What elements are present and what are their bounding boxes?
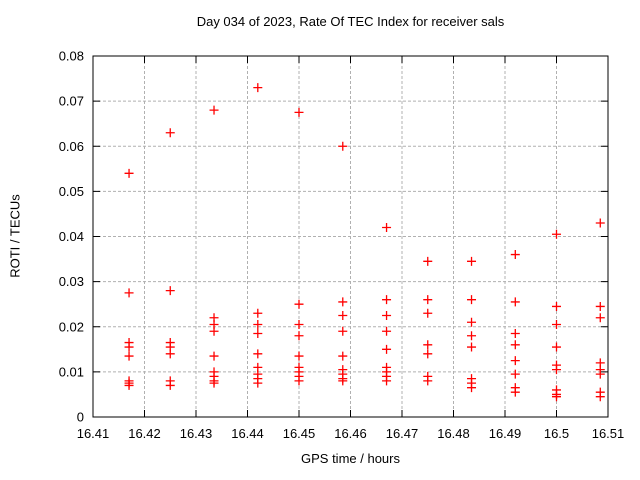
data-point (552, 301, 561, 311)
data-point (595, 301, 605, 311)
data-point (124, 168, 134, 178)
data-point (253, 308, 263, 318)
data-point (253, 349, 263, 359)
x-tick-label: 16.43 (180, 426, 213, 441)
data-point (294, 107, 304, 117)
data-point (552, 365, 561, 375)
x-axis-label: GPS time / hours (301, 451, 400, 466)
x-tick-label: 16.46 (334, 426, 367, 441)
data-point (165, 380, 175, 390)
data-point (124, 288, 134, 298)
data-point (294, 299, 304, 309)
data-point (209, 378, 219, 388)
data-point (294, 376, 304, 386)
y-tick-label: 0.07 (59, 94, 84, 109)
data-point (423, 349, 433, 359)
data-point (467, 295, 477, 305)
x-tick-label: 16.44 (231, 426, 264, 441)
data-point (423, 340, 433, 350)
y-tick-label: 0.06 (59, 139, 84, 154)
data-point (552, 229, 561, 239)
data-point (338, 326, 348, 336)
data-point (552, 392, 561, 402)
data-point (165, 128, 175, 138)
data-point (124, 351, 134, 361)
data-point (382, 326, 392, 336)
y-tick-label: 0.01 (59, 364, 84, 379)
data-point (510, 340, 520, 350)
data-point (423, 256, 433, 266)
data-point (552, 342, 561, 352)
data-point (382, 310, 392, 320)
data-point (165, 286, 175, 296)
y-tick-label: 0.04 (59, 229, 84, 244)
data-point (595, 218, 605, 228)
data-point (510, 329, 520, 339)
x-tick-label: 16.49 (489, 426, 522, 441)
data-point (595, 392, 605, 402)
data-point (253, 378, 263, 388)
data-point (382, 295, 392, 305)
data-point (253, 319, 263, 329)
x-tick-label: 16.48 (437, 426, 470, 441)
y-tick-label: 0.03 (59, 274, 84, 289)
data-point (338, 297, 348, 307)
x-tick-label: 16.5 (544, 426, 569, 441)
data-point (294, 351, 304, 361)
y-tick-label: 0 (77, 410, 84, 425)
x-tick-label: 16.41 (77, 426, 110, 441)
data-point (253, 83, 263, 93)
data-point (124, 380, 134, 390)
x-tick-label: 16.42 (128, 426, 161, 441)
data-point (467, 342, 477, 352)
data-point (467, 317, 477, 327)
data-point (124, 342, 134, 352)
data-point (382, 376, 392, 386)
x-tick-label: 16.45 (283, 426, 316, 441)
data-point (294, 331, 304, 341)
data-point (510, 250, 520, 260)
data-point (338, 351, 348, 361)
data-point (338, 141, 348, 151)
data-point (510, 356, 520, 366)
data-point (467, 383, 477, 393)
data-point (423, 295, 433, 305)
data-point (338, 310, 348, 320)
data-point (382, 344, 392, 354)
x-tick-label: 16.51 (592, 426, 625, 441)
x-tick-label: 16.47 (386, 426, 419, 441)
data-point (165, 349, 175, 359)
data-point (423, 376, 433, 386)
data-point (595, 313, 605, 323)
y-tick-label: 0.08 (59, 49, 84, 64)
data-point (423, 308, 433, 318)
data-point (510, 369, 520, 379)
data-point (595, 369, 605, 379)
data-point (209, 351, 219, 361)
chart-title: Day 034 of 2023, Rate Of TEC Index for r… (196, 14, 505, 29)
data-point (467, 256, 477, 266)
data-point (467, 331, 477, 341)
data-point (253, 329, 263, 339)
data-point (209, 326, 219, 336)
data-point (294, 319, 304, 329)
data-point (510, 387, 520, 397)
data-point (338, 376, 348, 386)
data-point (552, 319, 561, 329)
y-tick-label: 0.05 (59, 184, 84, 199)
y-tick-label: 0.02 (59, 319, 84, 334)
data-point (382, 222, 392, 232)
data-point (209, 105, 219, 115)
data-point (510, 297, 520, 307)
